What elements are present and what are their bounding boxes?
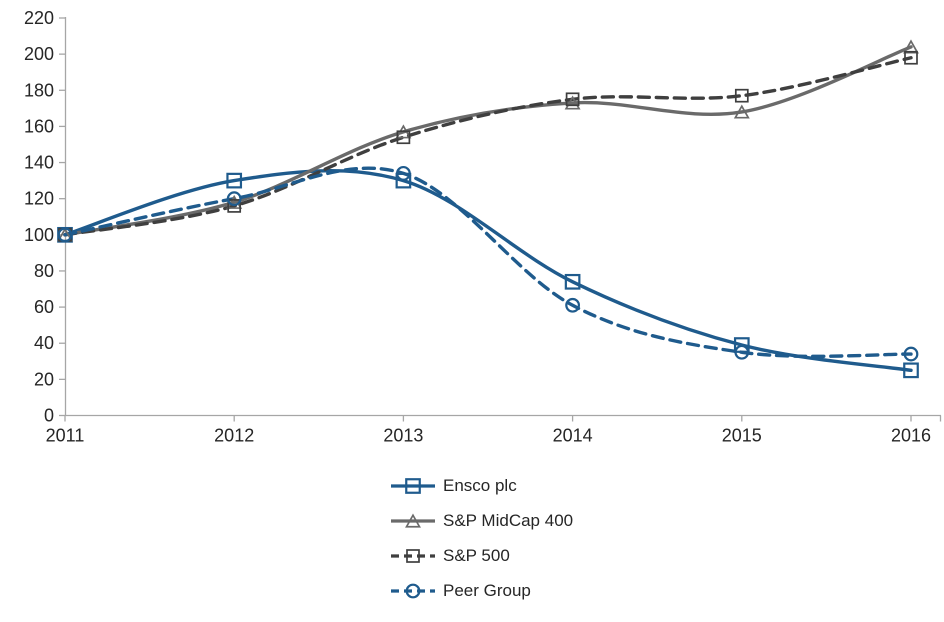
marker-square-s-p-500 (904, 50, 918, 65)
y-tick-label: 220 (24, 8, 54, 28)
series-line-peer-group (63, 166, 913, 359)
marker-circle-peer-group (903, 346, 919, 362)
legend-glyph-sp-midcap-400 (391, 513, 435, 528)
marker-circle-peer-group (396, 165, 411, 181)
marker-circle-peer-group (565, 297, 580, 313)
marker-triangle-s-p-midcap-400 (226, 194, 243, 209)
marker-square-s-p-500 (565, 92, 580, 107)
legend-marker-square (406, 549, 420, 563)
marker-circle-peer-group (734, 344, 750, 360)
x-tick-label: 2016 (891, 426, 931, 446)
x-tick-label: 2011 (46, 426, 85, 446)
marker-triangle-s-p-midcap-400 (733, 104, 750, 119)
marker-square-s-p-500 (227, 199, 242, 213)
y-tick-label: 100 (24, 225, 54, 245)
legend-marker-square (405, 478, 421, 494)
legend-marker-triangle (405, 513, 421, 528)
series-line-s-p-midcap-400 (63, 45, 913, 237)
legend-label-peer-group: Peer Group (443, 581, 531, 600)
marker-square-s-p-500 (734, 88, 749, 103)
y-tick-label: 0 (44, 406, 54, 426)
legend-item-peer-group: Peer Group (390, 581, 573, 601)
chart-legend: Ensco plc S&P MidCap 400 S&P 500 Peer Gr… (390, 476, 573, 601)
legend-item-sp-midcap-400: S&P MidCap 400 (390, 511, 573, 531)
y-tick-label: 120 (24, 189, 54, 209)
y-tick-label: 180 (24, 80, 54, 100)
legend-label-sp-midcap-400: S&P MidCap 400 (443, 511, 574, 530)
plot-area: 0 20 40 60 80 100 120 140 160 180 200 220 2011 2012 20… (24, 8, 942, 446)
x-tick-label: 2015 (722, 426, 762, 446)
y-tick-label: 40 (34, 333, 54, 353)
legend-marker-circle (405, 583, 421, 599)
y-tick-label: 200 (24, 44, 54, 64)
marker-square-s-p-500 (396, 130, 411, 145)
legend-item-ensco-plc: Ensco plc (390, 476, 573, 496)
x-tick-label: 2013 (383, 426, 423, 446)
series-line-ensco-plc (63, 168, 913, 373)
y-tick-label: 20 (34, 369, 54, 389)
legend-label-sp-500: S&P 500 (443, 546, 510, 565)
marker-square-ensco-plc (733, 337, 750, 353)
marker-square-ensco-plc (903, 362, 919, 379)
legend-glyph-ensco-plc (391, 478, 435, 494)
y-tick-label: 80 (34, 261, 54, 281)
marker-circle-peer-group (226, 191, 242, 207)
marker-square-ensco-plc (395, 172, 412, 189)
marker-circle-peer-group (57, 227, 73, 243)
marker-triangle-s-p-midcap-400 (564, 95, 581, 110)
x-tick-label: 2014 (553, 426, 593, 446)
y-tick-label: 140 (24, 153, 54, 173)
series-line-s-p-500 (63, 56, 913, 237)
y-tick-label: 160 (24, 116, 54, 136)
marker-square-ensco-plc (226, 172, 243, 189)
marker-square-ensco-plc (564, 273, 581, 290)
marker-triangle-s-p-midcap-400 (903, 39, 919, 54)
legend-glyph-peer-group (391, 583, 435, 599)
legend-item-sp-500: S&P 500 (390, 546, 573, 566)
x-tick-label: 2012 (214, 426, 254, 446)
legend-label-ensco-plc: Ensco plc (443, 476, 517, 495)
legend-glyph-sp-500 (391, 549, 435, 563)
y-tick-label: 60 (34, 297, 54, 317)
